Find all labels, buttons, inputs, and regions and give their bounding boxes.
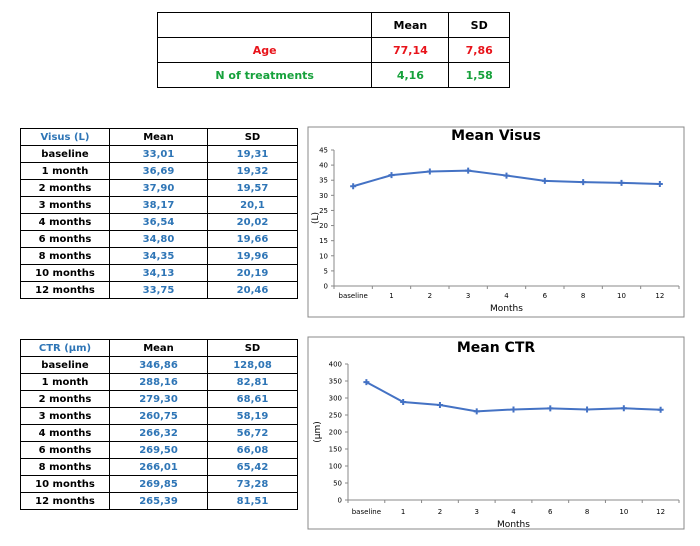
ctr-label-cell: 12 months: [20, 492, 110, 510]
summary-row-age: Age 77,14 7,86: [156, 37, 510, 63]
y-tick-label: 350: [329, 378, 342, 386]
data-point: [584, 406, 591, 413]
y-tick-label: 10: [319, 252, 328, 260]
x-axis-title: Months: [490, 304, 523, 314]
y-tick-label: 30: [319, 192, 328, 200]
x-tick-label: 3: [474, 508, 478, 516]
ctr-row: 12 months 265,39 81,51: [20, 492, 298, 510]
x-tick-label: 10: [619, 508, 628, 516]
chart-title: Mean CTR: [457, 340, 536, 356]
ctr-row: 4 months 266,32 56,72: [20, 424, 298, 442]
data-point: [426, 168, 433, 175]
summary-label: N of treatments: [156, 62, 373, 88]
summary-sd: 1,58: [448, 62, 510, 88]
visus-row: 10 months 34,13 20,19: [20, 264, 298, 282]
data-point: [510, 406, 517, 413]
data-point: [465, 167, 472, 174]
data-point: [400, 399, 407, 406]
chart-title: Mean Visus: [451, 128, 541, 144]
summary-label: Age: [156, 37, 373, 63]
x-tick-label: 6: [543, 292, 548, 300]
data-point: [656, 181, 663, 187]
data-point: [503, 172, 510, 179]
visus-row: 3 months 38,17 20,1: [20, 196, 298, 214]
x-tick-label: 6: [548, 508, 553, 516]
y-tick-label: 20: [319, 222, 328, 230]
data-point: [363, 379, 370, 386]
x-tick-label: 1: [401, 508, 405, 516]
y-tick-label: 15: [319, 237, 328, 245]
summary-row-treatments: N of treatments 4,16 1,58: [156, 62, 510, 88]
x-tick-label: 1: [389, 292, 393, 300]
data-point: [541, 177, 548, 184]
y-axis-title: (L): [311, 212, 321, 224]
x-tick-label: 8: [581, 292, 585, 300]
y-tick-label: 300: [329, 395, 342, 403]
data-point: [580, 179, 587, 186]
visus-row: 12 months 33,75 20,46: [20, 281, 298, 299]
y-tick-label: 0: [324, 283, 328, 291]
ctr-row: 1 month 288,16 82,81: [20, 373, 298, 391]
y-tick-label: 25: [319, 207, 328, 215]
y-tick-label: 5: [324, 267, 328, 275]
ctr-row: 10 months 269,85 73,28: [20, 475, 298, 493]
ctr-mean-cell: 265,39: [109, 492, 208, 510]
y-tick-label: 400: [329, 361, 342, 369]
visus-row: 6 months 34,80 19,66: [20, 230, 298, 248]
x-tick-label: 12: [655, 292, 664, 300]
data-point: [350, 183, 357, 190]
x-tick-label: 3: [466, 292, 470, 300]
data-point: [547, 405, 554, 412]
y-tick-label: 0: [338, 497, 342, 505]
ctr-row: 8 months 266,01 65,42: [20, 458, 298, 476]
summary-mean: 4,16: [371, 62, 450, 88]
ctr-chart: Mean CTR 0 50 100 150 200 250 300 350 400 baseline…: [307, 336, 685, 530]
y-axis-title: (µm): [313, 421, 323, 443]
ctr-row: 3 months 260,75 58,19: [20, 407, 298, 425]
data-point: [620, 405, 627, 412]
visus-row: 2 months 37,90 19,57: [20, 179, 298, 197]
x-tick-label: 10: [617, 292, 626, 300]
visus-label-cell: 12 months: [20, 281, 110, 299]
data-point: [388, 172, 395, 179]
summary-table: Mean SD Age 77,14 7,86 N of treatments 4…: [156, 12, 510, 88]
y-tick-label: 150: [329, 446, 342, 454]
x-tick-label: 8: [585, 508, 589, 516]
data-point: [436, 402, 443, 409]
y-tick-label: 45: [319, 147, 328, 155]
data-point: [473, 408, 480, 415]
y-tick-label: 50: [333, 480, 342, 488]
visus-sd-cell: 20,46: [207, 281, 298, 299]
data-point: [657, 406, 664, 413]
ctr-table: CTR (µm) Mean SD baseline 346,86 128,08 1 m…: [20, 339, 298, 510]
x-tick-label: 4: [511, 508, 516, 516]
y-tick-label: 35: [319, 177, 328, 185]
y-tick-label: 40: [319, 162, 328, 170]
data-point: [618, 179, 625, 186]
x-axis-title: Months: [497, 520, 530, 530]
summary-sd: 7,86: [448, 37, 510, 63]
x-tick-label: 2: [428, 292, 432, 300]
ctr-header-row: CTR (µm) Mean SD: [20, 339, 298, 357]
visus-row: 1 month 36,69 19,32: [20, 162, 298, 180]
visus-table: Visus (L) Mean SD baseline 33,01 19,31 1 mo…: [20, 128, 298, 299]
visus-header-row: Visus (L) Mean SD: [20, 128, 298, 146]
visus-row: baseline 33,01 19,31: [20, 145, 298, 163]
y-tick-label: 200: [329, 429, 342, 437]
x-tick-label: baseline: [339, 292, 368, 300]
ctr-sd-cell: 81,51: [207, 492, 298, 510]
y-tick-label: 100: [329, 463, 342, 471]
y-tick-label: 250: [329, 412, 342, 420]
chart-border: [307, 126, 685, 318]
x-tick-label: 4: [504, 292, 509, 300]
x-tick-label: 12: [656, 508, 665, 516]
x-tick-label: baseline: [352, 508, 381, 516]
chart-border: [307, 336, 685, 530]
x-tick-label: 2: [438, 508, 442, 516]
